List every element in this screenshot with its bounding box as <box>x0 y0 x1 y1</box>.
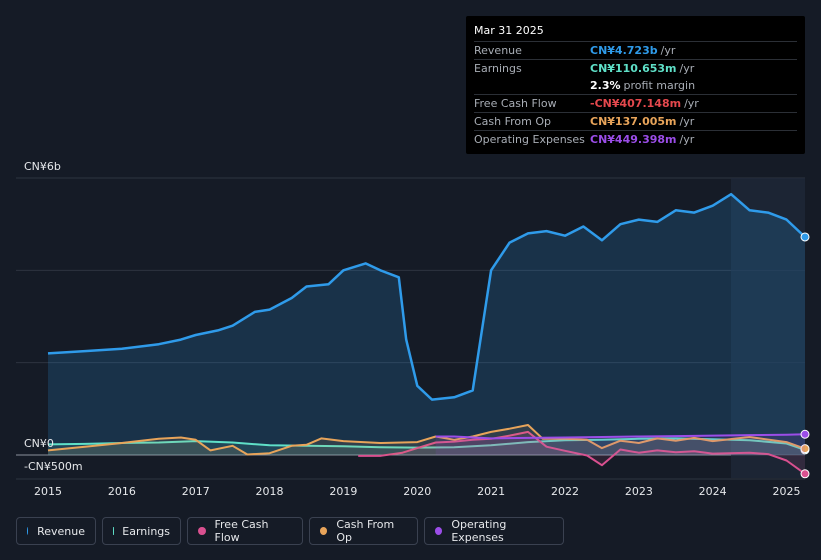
x-tick-label: 2020 <box>403 485 431 498</box>
x-tick-label: 2016 <box>108 485 136 498</box>
revenue-line <box>47 192 806 401</box>
x-tick-label: 2022 <box>551 485 579 498</box>
tooltip-row: Operating Expenses CN¥449.398m/yr <box>474 130 797 148</box>
free-cash-flow-end-marker <box>800 469 810 479</box>
legend-label: Operating Expenses <box>451 518 507 544</box>
tooltip-row-label: Revenue <box>474 44 522 57</box>
operating-expenses-end-marker <box>800 429 810 439</box>
tooltip-row-unit: /yr <box>660 44 676 57</box>
y-tick-label: CN¥0 <box>24 437 54 450</box>
tooltip-row: Free Cash Flow -CN¥407.148m/yr <box>474 94 797 112</box>
x-tick-label: 2017 <box>182 485 210 498</box>
legend-dot-icon <box>320 527 328 535</box>
free-cash-flow-area <box>358 431 805 474</box>
tooltip-row: 2.3% profit margin <box>474 77 797 94</box>
legend-item-revenue[interactable]: Revenue <box>16 517 96 545</box>
chart-axes: CN¥6b CN¥0 -CN¥500m 2015 2016 2017 2018 2019 202… <box>24 160 801 498</box>
operating-expenses-area <box>435 434 805 455</box>
operating-expenses-line <box>435 433 806 440</box>
x-tick-label: 2019 <box>329 485 357 498</box>
tooltip-row-unit: /yr <box>679 62 695 75</box>
free-cash-flow-line <box>358 430 806 475</box>
x-tick-label: 2018 <box>256 485 284 498</box>
legend-item-free-cash-flow[interactable]: Free Cash Flow <box>187 517 303 545</box>
legend-item-operating-expenses[interactable]: Operating Expenses <box>424 517 564 545</box>
tooltip-row-label <box>474 77 590 94</box>
cash-from-op-line <box>47 424 806 456</box>
tooltip-row-value: CN¥110.653m <box>590 62 677 75</box>
tooltip-panel: Mar 31 2025 Revenue CN¥4.723b/yr Earnings C… <box>466 16 805 154</box>
tooltip-row-unit: /yr <box>684 97 699 110</box>
revenue-end-marker <box>800 232 810 242</box>
legend-dot-icon <box>435 527 443 535</box>
y-tick-label: -CN¥500m <box>24 460 83 473</box>
tooltip-row-label: Earnings <box>474 62 522 75</box>
legend-dot-icon <box>27 527 29 535</box>
x-tick-label: 2015 <box>34 485 62 498</box>
chart-series <box>47 192 810 479</box>
tooltip-row-value: CN¥4.723b <box>590 44 658 57</box>
legend-label: Free Cash Flow <box>214 518 269 544</box>
tooltip-row-label: Operating Expenses <box>474 133 585 146</box>
tooltip-row: Earnings CN¥110.653m/yr <box>474 59 797 77</box>
revenue-area <box>48 194 805 455</box>
legend-label: Earnings <box>122 524 170 538</box>
tooltip-row-value: CN¥137.005m <box>590 115 677 128</box>
legend-item-cash-from-op[interactable]: Cash From Op <box>309 517 418 545</box>
legend-label: Cash From Op <box>336 518 395 544</box>
tooltip-row-label: Free Cash Flow <box>474 97 557 110</box>
legend-label: Revenue <box>37 524 85 538</box>
x-tick-label: 2025 <box>773 485 801 498</box>
legend-item-earnings[interactable]: Earnings <box>102 517 181 545</box>
tooltip-row-unit: /yr <box>679 115 695 128</box>
tooltip-row-value: -CN¥407.148m <box>590 97 682 110</box>
cash-from-op-end-marker <box>800 444 810 454</box>
tooltip-row-value: CN¥449.398m <box>590 133 677 146</box>
legend-dot-icon <box>198 527 206 535</box>
tooltip-row: Revenue CN¥4.723b/yr <box>474 41 797 59</box>
tooltip-row-unit: /yr <box>679 133 695 146</box>
tooltip-row: Cash From Op CN¥137.005m/yr <box>474 112 797 130</box>
tooltip-row-value: 2.3% <box>590 79 621 92</box>
tooltip-row-label: Cash From Op <box>474 115 552 128</box>
y-tick-label: CN¥6b <box>24 160 61 173</box>
x-tick-label: 2023 <box>625 485 653 498</box>
forecast-highlight <box>731 178 805 478</box>
x-tick-label: 2021 <box>477 485 505 498</box>
x-tick-label: 2024 <box>699 485 727 498</box>
tooltip-row-unit: profit margin <box>623 79 696 92</box>
tooltip-date: Mar 31 2025 <box>474 24 544 37</box>
